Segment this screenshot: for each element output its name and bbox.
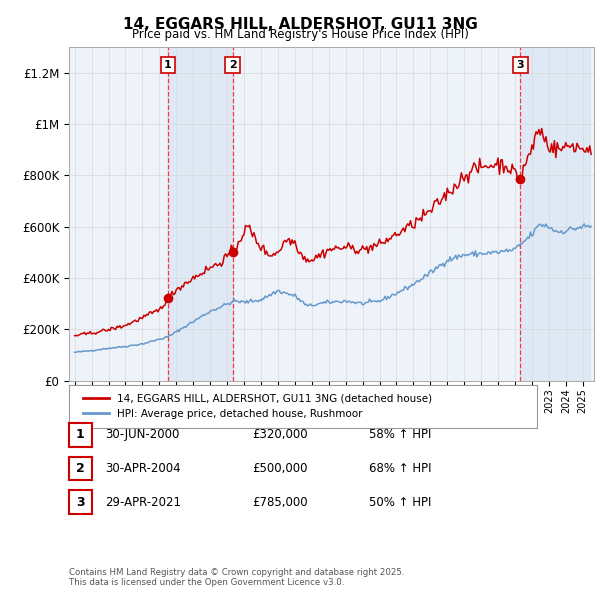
- Text: 3: 3: [76, 496, 85, 509]
- Text: 2: 2: [76, 462, 85, 475]
- Text: 30-JUN-2000: 30-JUN-2000: [105, 428, 179, 441]
- Text: Price paid vs. HM Land Registry's House Price Index (HPI): Price paid vs. HM Land Registry's House …: [131, 28, 469, 41]
- Text: £320,000: £320,000: [252, 428, 308, 441]
- Text: Contains HM Land Registry data © Crown copyright and database right 2025.
This d: Contains HM Land Registry data © Crown c…: [69, 568, 404, 587]
- Bar: [168, 47, 233, 381]
- Text: 30-APR-2004: 30-APR-2004: [105, 462, 181, 475]
- Legend: 14, EGGARS HILL, ALDERSHOT, GU11 3NG (detached house), HPI: Average price, detac: 14, EGGARS HILL, ALDERSHOT, GU11 3NG (de…: [79, 390, 437, 423]
- Bar: [520, 47, 590, 381]
- Text: 58% ↑ HPI: 58% ↑ HPI: [369, 428, 431, 441]
- Text: 29-APR-2021: 29-APR-2021: [105, 496, 181, 509]
- Text: 2: 2: [229, 60, 236, 70]
- Text: 1: 1: [76, 428, 85, 441]
- Text: 68% ↑ HPI: 68% ↑ HPI: [369, 462, 431, 475]
- Text: 1: 1: [164, 60, 172, 70]
- Text: £785,000: £785,000: [252, 496, 308, 509]
- Text: 14, EGGARS HILL, ALDERSHOT, GU11 3NG: 14, EGGARS HILL, ALDERSHOT, GU11 3NG: [122, 17, 478, 31]
- Text: 3: 3: [517, 60, 524, 70]
- Text: 50% ↑ HPI: 50% ↑ HPI: [369, 496, 431, 509]
- Text: £500,000: £500,000: [252, 462, 308, 475]
